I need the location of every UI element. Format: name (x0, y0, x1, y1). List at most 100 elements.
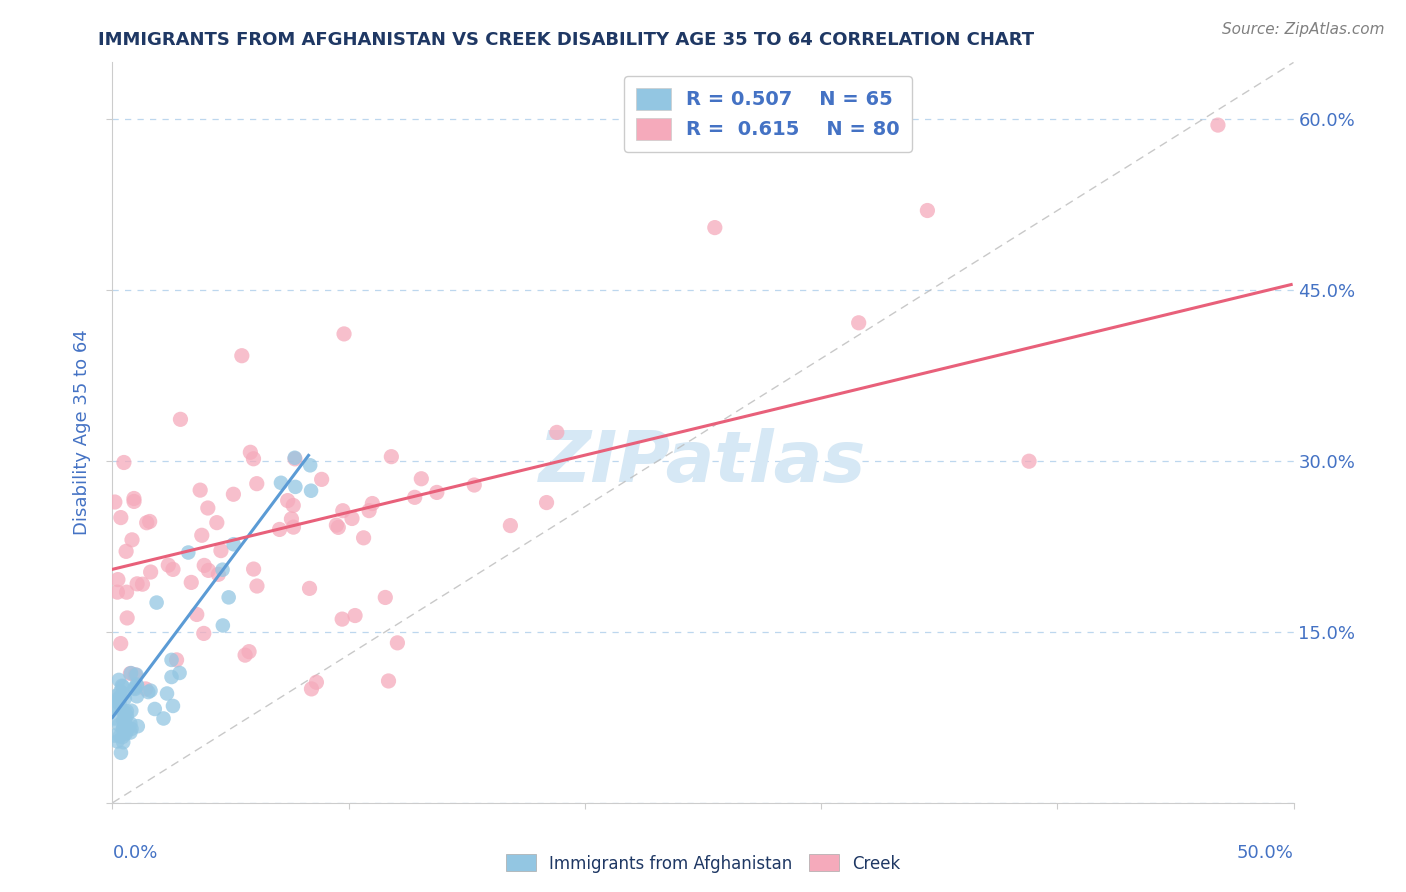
Point (160, 653, 183, 667)
Point (115, 709, 138, 723)
Point (377, 673, 399, 688)
Point (703, 220, 725, 235)
Point (135, 516, 157, 530)
Point (139, 565, 162, 579)
Point (107, 573, 129, 587)
Point (193, 558, 215, 573)
Point (340, 511, 363, 525)
Point (463, 478, 485, 492)
Point (231, 349, 253, 363)
Point (284, 450, 307, 465)
Point (284, 480, 307, 494)
Point (233, 648, 256, 662)
Point (180, 575, 202, 590)
Point (114, 706, 136, 720)
Point (848, 316, 870, 330)
Point (332, 504, 354, 518)
Point (124, 668, 146, 682)
Point (124, 681, 146, 695)
Point (111, 703, 134, 717)
Point (193, 626, 215, 640)
Point (104, 711, 127, 725)
Point (1206, 118, 1229, 132)
Point (112, 455, 135, 469)
Point (108, 729, 131, 743)
Point (117, 722, 139, 736)
Point (112, 686, 135, 700)
Point (160, 670, 183, 684)
Point (283, 499, 305, 513)
Point (242, 451, 264, 466)
Point (122, 494, 145, 508)
Point (145, 596, 167, 610)
Point (211, 618, 233, 632)
Point (301, 681, 323, 696)
Point (111, 680, 134, 694)
Point (121, 722, 143, 736)
Point (242, 562, 264, 576)
Point (330, 612, 353, 626)
Point (269, 523, 291, 537)
Point (114, 712, 136, 726)
Point (499, 518, 522, 533)
Point (270, 475, 292, 490)
Text: 50.0%: 50.0% (1237, 844, 1294, 862)
Point (125, 677, 148, 691)
Point (104, 700, 127, 714)
Point (143, 702, 166, 716)
Point (115, 723, 138, 738)
Point (110, 510, 132, 524)
Legend: Immigrants from Afghanistan, Creek: Immigrants from Afghanistan, Creek (499, 847, 907, 880)
Point (222, 537, 245, 551)
Point (404, 491, 426, 505)
Point (380, 450, 402, 464)
Point (411, 472, 433, 486)
Point (111, 714, 134, 728)
Point (162, 698, 184, 713)
Point (136, 685, 159, 699)
Point (284, 451, 307, 466)
Point (135, 681, 157, 696)
Point (121, 533, 143, 547)
Point (104, 729, 127, 743)
Point (115, 704, 138, 718)
Point (120, 666, 142, 681)
Point (1018, 454, 1040, 468)
Point (177, 545, 200, 559)
Point (211, 563, 233, 577)
Point (125, 667, 148, 681)
Point (105, 699, 128, 714)
Point (104, 495, 127, 509)
Point (426, 485, 449, 500)
Point (305, 675, 328, 690)
Point (546, 425, 568, 440)
Point (114, 691, 136, 706)
Point (110, 684, 132, 698)
Point (124, 681, 146, 696)
Point (280, 512, 302, 526)
Point (139, 683, 162, 698)
Point (169, 412, 191, 426)
Point (387, 636, 409, 650)
Y-axis label: Disability Age 35 to 64: Disability Age 35 to 64 (73, 330, 91, 535)
Point (333, 326, 356, 341)
Point (166, 653, 188, 667)
Point (156, 686, 179, 700)
Point (111, 722, 134, 736)
Point (125, 690, 148, 704)
Point (277, 493, 299, 508)
Point (191, 528, 214, 542)
Point (325, 518, 347, 533)
Point (246, 476, 269, 491)
Point (120, 725, 142, 739)
Point (112, 735, 135, 749)
Point (359, 503, 381, 517)
Point (110, 636, 132, 650)
Point (127, 679, 149, 693)
Point (105, 694, 128, 708)
Point (115, 544, 138, 558)
Point (110, 746, 132, 760)
Point (207, 567, 229, 582)
Point (169, 665, 191, 680)
Text: IMMIGRANTS FROM AFGHANISTAN VS CREEK DISABILITY AGE 35 TO 64 CORRELATION CHART: IMMIGRANTS FROM AFGHANISTAN VS CREEK DIS… (98, 31, 1035, 49)
